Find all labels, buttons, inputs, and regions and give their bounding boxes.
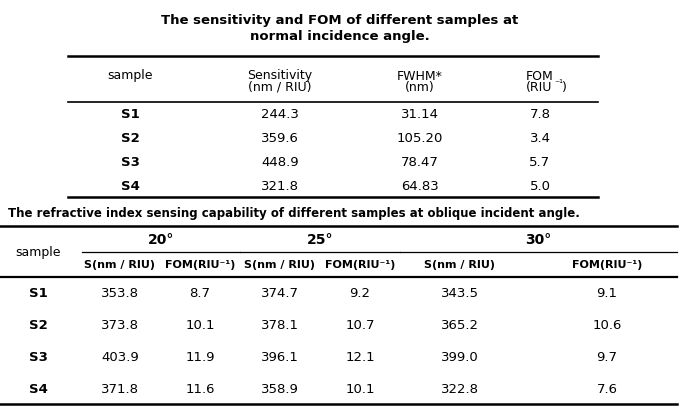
Text: The refractive index sensing capability of different samples at oblique incident: The refractive index sensing capability … — [8, 207, 580, 220]
Text: 403.9: 403.9 — [101, 350, 139, 363]
Text: 11.9: 11.9 — [185, 350, 215, 363]
Text: S4: S4 — [29, 382, 48, 395]
Text: 353.8: 353.8 — [101, 287, 139, 300]
Text: (RIU: (RIU — [526, 81, 552, 94]
Text: 105.20: 105.20 — [397, 132, 443, 145]
Text: 8.7: 8.7 — [190, 287, 211, 300]
Text: 10.1: 10.1 — [345, 382, 375, 395]
Text: 9.1: 9.1 — [596, 287, 617, 300]
Text: 64.83: 64.83 — [401, 179, 439, 192]
Text: 399.0: 399.0 — [441, 350, 479, 363]
Text: S1: S1 — [29, 287, 48, 300]
Text: 10.6: 10.6 — [592, 318, 622, 331]
Text: S2: S2 — [29, 318, 48, 331]
Text: (nm): (nm) — [405, 80, 435, 93]
Text: S3: S3 — [29, 350, 48, 363]
Text: 373.8: 373.8 — [101, 318, 139, 331]
Text: S2: S2 — [120, 132, 139, 145]
Text: S(nm / RIU): S(nm / RIU) — [84, 260, 156, 270]
Text: The sensitivity and FOM of different samples at: The sensitivity and FOM of different sam… — [161, 14, 519, 27]
Text: S1: S1 — [120, 108, 139, 121]
Text: FOM(RIU⁻¹): FOM(RIU⁻¹) — [325, 260, 395, 270]
Text: sample: sample — [15, 245, 61, 258]
Text: S3: S3 — [120, 155, 139, 169]
Text: 20°: 20° — [148, 232, 174, 246]
Text: 31.14: 31.14 — [401, 108, 439, 121]
Text: 30°: 30° — [525, 232, 551, 246]
Text: 5.0: 5.0 — [530, 179, 551, 192]
Text: ⁻¹: ⁻¹ — [554, 79, 563, 89]
Text: 7.6: 7.6 — [596, 382, 617, 395]
Text: 448.9: 448.9 — [261, 155, 299, 169]
Text: 10.7: 10.7 — [345, 318, 375, 331]
Text: 78.47: 78.47 — [401, 155, 439, 169]
Text: 396.1: 396.1 — [261, 350, 299, 363]
Text: (nm / RIU): (nm / RIU) — [248, 80, 311, 93]
Text: normal incidence angle.: normal incidence angle. — [250, 30, 430, 43]
Text: 322.8: 322.8 — [441, 382, 479, 395]
Text: S4: S4 — [120, 179, 139, 192]
Text: 359.6: 359.6 — [261, 132, 299, 145]
Text: S(nm / RIU): S(nm / RIU) — [245, 260, 316, 270]
Text: sample: sample — [107, 70, 153, 82]
Text: 244.3: 244.3 — [261, 108, 299, 121]
Text: 374.7: 374.7 — [261, 287, 299, 300]
Text: 365.2: 365.2 — [441, 318, 479, 331]
Text: 25°: 25° — [307, 232, 333, 246]
Text: 3.4: 3.4 — [530, 132, 551, 145]
Text: FOM: FOM — [526, 70, 554, 82]
Text: S(nm / RIU): S(nm / RIU) — [424, 260, 496, 270]
Text: FWHM*: FWHM* — [397, 70, 443, 82]
Text: Sensitivity: Sensitivity — [248, 70, 313, 82]
Text: FOM(RIU⁻¹): FOM(RIU⁻¹) — [572, 260, 642, 270]
Text: 9.2: 9.2 — [350, 287, 371, 300]
Text: 9.7: 9.7 — [596, 350, 617, 363]
Text: 321.8: 321.8 — [261, 179, 299, 192]
Text: ): ) — [562, 81, 567, 94]
Text: 343.5: 343.5 — [441, 287, 479, 300]
Text: FOM(RIU⁻¹): FOM(RIU⁻¹) — [165, 260, 235, 270]
Text: 378.1: 378.1 — [261, 318, 299, 331]
Text: 358.9: 358.9 — [261, 382, 299, 395]
Text: 12.1: 12.1 — [345, 350, 375, 363]
Text: 7.8: 7.8 — [530, 108, 551, 121]
Text: 5.7: 5.7 — [530, 155, 551, 169]
Text: 10.1: 10.1 — [185, 318, 215, 331]
Text: 371.8: 371.8 — [101, 382, 139, 395]
Text: 11.6: 11.6 — [185, 382, 215, 395]
